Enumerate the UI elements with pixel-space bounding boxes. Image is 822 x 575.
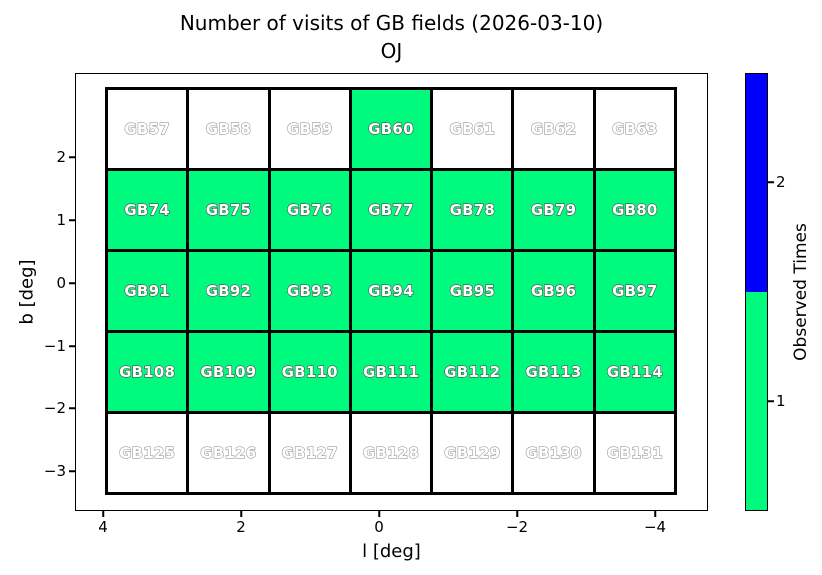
field-cell-gb126: GB126 [189,414,268,492]
y-tick-label: 0 [56,274,66,292]
colorbar-tick-label: 1 [776,392,786,410]
colorbar-label: Observed Times [791,223,811,361]
x-tick-mark [378,511,380,517]
y-tick-label: −2 [43,399,66,417]
chart-title: Number of visits of GB fields (2026-03-1… [75,9,708,65]
field-cell-gb57: GB57 [108,90,187,168]
field-cell-gb80: GB80 [595,171,674,249]
colorbar [745,73,768,511]
colorbar-segment-2 [746,74,767,292]
field-cell-gb128: GB128 [351,414,431,492]
field-cell-gb130: GB130 [514,414,593,492]
x-tick-label: 4 [98,518,108,536]
field-cell-gb129: GB129 [433,414,512,492]
y-axis-label: b [deg] [16,259,38,325]
colorbar-tick-mark [768,400,774,402]
colorbar-tick-label: 2 [776,173,786,191]
field-cell-gb63: GB63 [595,90,674,168]
x-tick-mark [516,511,518,517]
field-cell-gb95: GB95 [433,252,512,330]
y-tick-mark [69,282,75,284]
y-tick-mark [69,407,75,409]
y-tick-mark [69,219,75,221]
field-grid: GB57 GB58 GB59 GB60 GB61 GB62 GB63 GB74 GB75 GB76… [105,87,677,495]
x-tick-label: 2 [236,518,246,536]
field-cell-gb93: GB93 [270,252,349,330]
field-cell-gb113: GB113 [514,333,593,411]
field-cell-gb62: GB62 [514,90,593,168]
field-cell-gb114: GB114 [595,333,674,411]
x-tick-label: −4 [643,518,667,536]
y-tick-label: −3 [43,462,66,480]
field-cell-gb96: GB96 [514,252,593,330]
field-cell-gb75: GB75 [189,171,268,249]
field-cell-gb112: GB112 [433,333,512,411]
field-cell-gb91: GB91 [108,252,187,330]
field-cell-gb125: GB125 [108,414,187,492]
x-tick-mark [654,511,656,517]
field-cell-gb60: GB60 [351,90,431,168]
field-cell-gb92: GB92 [189,252,268,330]
field-cell-gb131: GB131 [595,414,674,492]
field-cell-gb111: GB111 [351,333,431,411]
x-tick-label: 0 [374,518,384,536]
y-tick-label: 2 [56,148,66,166]
colorbar-tick-mark [768,181,774,183]
field-cell-gb127: GB127 [270,414,349,492]
chart-title-line2: OJ [380,39,403,63]
x-tick-label: −2 [505,518,529,536]
y-tick-label: 1 [56,211,66,229]
field-cell-gb110: GB110 [270,333,349,411]
chart-title-line1: Number of visits of GB fields (2026-03-1… [179,11,604,35]
x-axis-label: l [deg] [362,541,421,562]
colorbar-segment-1 [746,292,767,510]
x-tick-mark [240,511,242,517]
field-cell-gb77: GB77 [351,171,431,249]
field-cell-gb76: GB76 [270,171,349,249]
field-cell-gb74: GB74 [108,171,187,249]
field-cell-gb108: GB108 [108,333,187,411]
x-tick-mark [102,511,104,517]
y-tick-mark [69,470,75,472]
field-cell-gb97: GB97 [595,252,674,330]
y-tick-label: −1 [43,337,66,355]
y-tick-mark [69,156,75,158]
field-cell-gb59: GB59 [270,90,349,168]
field-cell-gb79: GB79 [514,171,593,249]
field-cell-gb94: GB94 [351,252,431,330]
field-cell-gb78: GB78 [433,171,512,249]
field-cell-gb61: GB61 [433,90,512,168]
field-cell-gb58: GB58 [189,90,268,168]
field-cell-gb109: GB109 [189,333,268,411]
y-tick-mark [69,345,75,347]
